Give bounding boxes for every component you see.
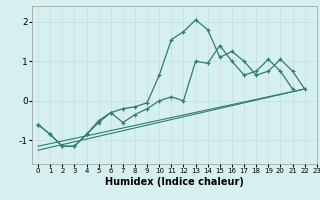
X-axis label: Humidex (Indice chaleur): Humidex (Indice chaleur) bbox=[105, 177, 244, 187]
